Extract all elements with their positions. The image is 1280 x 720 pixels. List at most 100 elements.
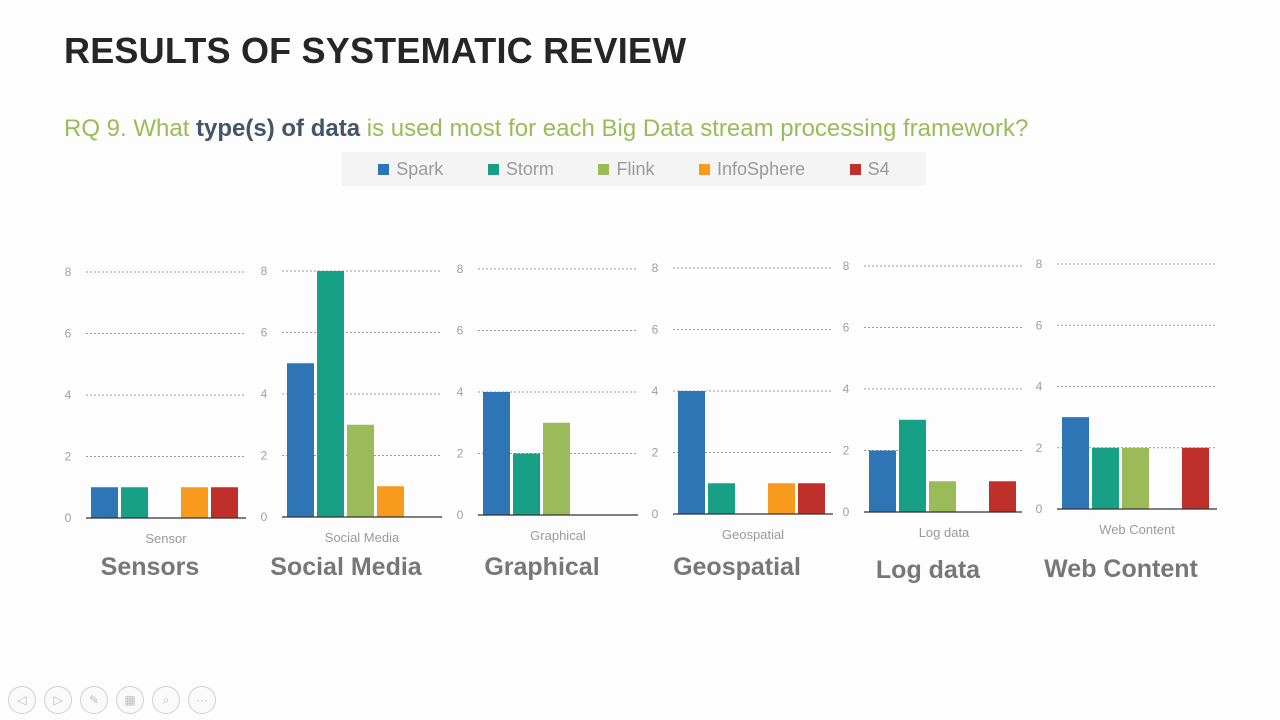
bar-spark — [287, 363, 314, 517]
bar-storm — [708, 483, 735, 514]
chart-title: Social Media — [270, 553, 422, 581]
bar-storm — [1092, 447, 1119, 509]
chart-geospatial: 0 2 4 6 8 Geospatial — [652, 261, 833, 542]
y-tick-label: 6 — [1036, 318, 1043, 332]
y-tick-label: 4 — [652, 384, 659, 398]
prev-icon[interactable]: ◁ — [8, 686, 36, 714]
y-tick-label: 4 — [261, 387, 268, 401]
y-tick-label: 4 — [843, 382, 850, 396]
y-tick-label: 6 — [652, 323, 659, 337]
y-tick-label: 2 — [1036, 441, 1043, 455]
chart-web-content: 0 2 4 6 8 Web Content — [1036, 257, 1217, 537]
y-tick-label: 8 — [457, 262, 464, 276]
bar-infosphere — [768, 483, 795, 514]
bar-storm — [317, 271, 344, 517]
chart-graphical: 0 2 4 6 8 Graphical — [457, 262, 638, 543]
category-label: Web Content — [1099, 522, 1175, 537]
y-tick-label: 8 — [65, 265, 72, 279]
chart-social-media: 0 2 4 6 8 Social Media — [261, 264, 442, 545]
legend-label: InfoSphere — [717, 158, 806, 179]
y-tick-label: 6 — [261, 326, 268, 340]
bar-flink — [347, 424, 374, 517]
y-tick-label: 0 — [1036, 502, 1043, 516]
slides-icon[interactable]: ▦ — [116, 686, 144, 714]
more-icon[interactable]: ··· — [188, 686, 216, 714]
y-tick-label: 4 — [1036, 380, 1043, 394]
y-tick-label: 0 — [457, 508, 464, 522]
bar-storm — [513, 453, 540, 515]
y-tick-label: 2 — [652, 446, 659, 460]
y-tick-label: 6 — [457, 324, 464, 338]
y-tick-label: 4 — [65, 388, 72, 402]
y-tick-label: 6 — [65, 327, 72, 341]
y-tick-label: 8 — [843, 259, 850, 273]
legend-swatch — [378, 163, 390, 175]
legend-swatch — [487, 163, 499, 175]
chart-title: Graphical — [484, 553, 600, 581]
legend-label: Spark — [396, 158, 444, 179]
legend-swatch — [699, 163, 711, 175]
legend-swatch — [849, 163, 861, 175]
slide-title: RESULTS OF SYSTEMATIC REVIEW — [64, 30, 687, 71]
zoom-icon[interactable]: ⌕ — [152, 686, 180, 714]
chart-title: Geospatial — [673, 553, 801, 581]
y-tick-label: 4 — [457, 385, 464, 399]
y-tick-label: 2 — [65, 450, 72, 464]
bar-s4 — [1182, 447, 1209, 509]
legend-label: Storm — [505, 158, 554, 179]
chart-sensors: 0 2 4 6 8 Sensor — [65, 265, 246, 546]
category-label: Geospatial — [722, 527, 784, 542]
bar-s4 — [989, 481, 1016, 512]
chart-title: Log data — [875, 556, 981, 584]
bar-storm — [121, 487, 148, 518]
bar-spark — [91, 487, 118, 518]
question-prefix: RQ 9. What — [64, 115, 197, 142]
chart-legend: Spark Storm Flink InfoSphere S4 — [342, 152, 926, 186]
question-suffix: is used most for each Big Data stream pr… — [360, 115, 1029, 142]
y-tick-label: 8 — [261, 264, 268, 278]
bar-s4 — [211, 487, 238, 518]
y-tick-label: 2 — [843, 444, 850, 458]
bar-spark — [678, 391, 705, 514]
slideshow-nav: ◁ ▷ ✎ ▦ ⌕ ··· — [8, 686, 216, 714]
bar-s4 — [798, 483, 825, 514]
chart-log-data: 0 2 4 6 8 Log data — [843, 259, 1022, 540]
category-label: Graphical — [530, 528, 586, 543]
legend-item-spark: Spark — [378, 159, 443, 180]
y-tick-label: 6 — [843, 321, 850, 335]
legend-label: S4 — [867, 158, 890, 179]
category-label: Log data — [919, 525, 970, 540]
y-tick-label: 8 — [652, 261, 659, 275]
legend-item-storm: Storm — [487, 158, 554, 180]
legend-item-infosphere: InfoSphere — [699, 159, 805, 180]
next-icon[interactable]: ▷ — [44, 686, 72, 714]
bar-spark — [483, 392, 510, 515]
legend-swatch — [598, 163, 610, 175]
bar-flink — [543, 422, 570, 515]
bar-flink — [929, 481, 956, 512]
category-label: Sensor — [145, 531, 187, 546]
category-label: Social Media — [325, 530, 400, 545]
legend-item-flink: Flink — [598, 159, 654, 180]
chart-title: Sensors — [100, 553, 200, 581]
y-tick-label: 2 — [457, 447, 464, 461]
bar-storm — [899, 419, 926, 512]
legend-label: Flink — [616, 158, 655, 179]
bar-spark — [1062, 417, 1089, 509]
research-question: RQ 9. What type(s) of data is used most … — [64, 115, 1028, 143]
chart-title: Web Content — [1044, 555, 1198, 583]
y-tick-label: 0 — [652, 507, 659, 521]
legend-item-s4: S4 — [849, 158, 890, 180]
bar-flink — [1122, 447, 1149, 509]
y-tick-label: 0 — [261, 510, 268, 524]
bar-spark — [869, 450, 896, 512]
y-tick-label: 8 — [1036, 257, 1043, 271]
bar-infosphere — [181, 487, 208, 518]
question-highlight: type(s) of data — [196, 115, 361, 142]
bar-infosphere — [377, 486, 404, 517]
pen-icon[interactable]: ✎ — [80, 686, 108, 714]
y-tick-label: 0 — [65, 511, 72, 525]
y-tick-label: 2 — [261, 449, 268, 463]
y-tick-label: 0 — [843, 505, 850, 519]
